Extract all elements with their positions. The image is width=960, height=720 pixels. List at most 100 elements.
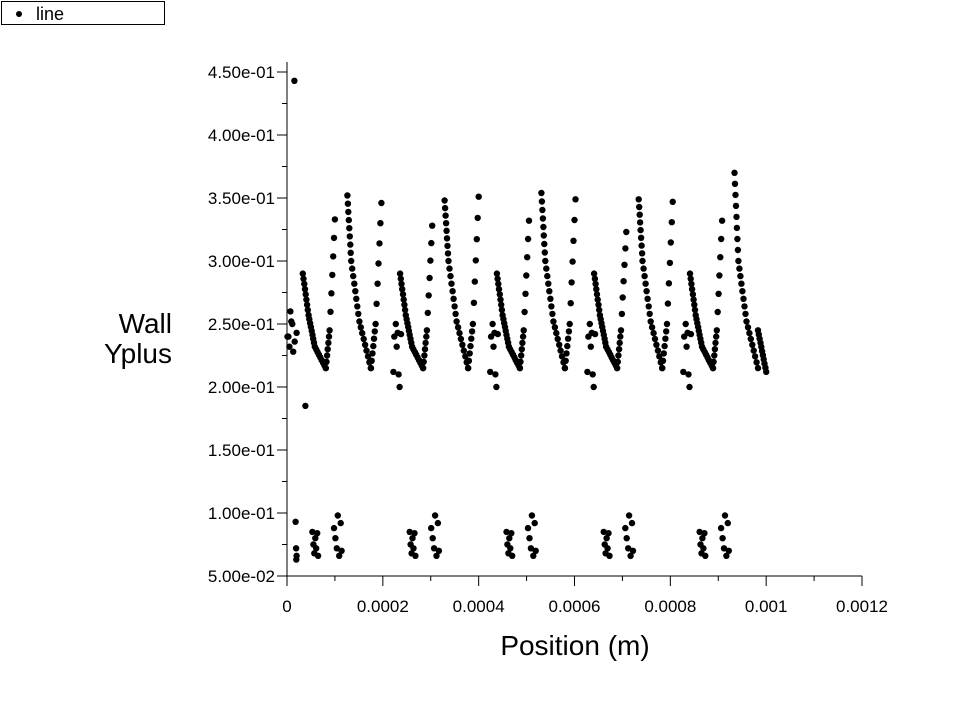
- data-point: [691, 306, 699, 314]
- data-point: [565, 328, 573, 335]
- data-point: [446, 265, 453, 272]
- data-point: [637, 234, 645, 241]
- data-point: [292, 545, 300, 552]
- data-point: [423, 333, 430, 340]
- data-point: [442, 212, 449, 219]
- data-point: [699, 535, 706, 542]
- data-point: [616, 339, 623, 347]
- data-point: [659, 357, 667, 364]
- data-point: [301, 286, 309, 293]
- data-point: [444, 250, 452, 257]
- data-point: [431, 512, 439, 519]
- data-point: [591, 330, 599, 338]
- y-tick-label: 4.50e-01: [208, 63, 275, 82]
- data-point: [742, 310, 749, 318]
- data-point: [702, 552, 709, 559]
- data-point: [399, 291, 407, 298]
- data-point: [635, 196, 642, 203]
- data-point: [731, 180, 739, 187]
- data-point: [636, 211, 643, 218]
- data-point: [564, 335, 572, 342]
- data-point: [538, 198, 546, 205]
- data-point: [547, 295, 554, 302]
- data-point: [638, 242, 645, 249]
- data-point: [593, 291, 601, 298]
- data-point: [663, 328, 670, 335]
- data-point: [734, 246, 742, 254]
- data-point: [453, 318, 460, 325]
- data-point: [497, 296, 504, 303]
- data-point: [293, 329, 300, 336]
- x-tick-label: 0.0002: [357, 597, 409, 616]
- data-point: [441, 197, 448, 204]
- x-tick-label: 0.0004: [453, 597, 505, 616]
- data-point: [304, 306, 311, 314]
- data-point: [518, 346, 525, 353]
- data-point: [669, 198, 676, 205]
- data-point: [516, 364, 524, 372]
- y-tick-label: 4.00e-01: [208, 126, 275, 145]
- data-point: [349, 265, 356, 272]
- data-point: [444, 242, 451, 250]
- data-point: [539, 215, 547, 222]
- data-point: [625, 545, 632, 552]
- data-point: [427, 257, 434, 264]
- data-point: [639, 257, 646, 265]
- data-point: [323, 352, 331, 359]
- data-point: [586, 320, 593, 328]
- data-point: [524, 524, 532, 532]
- data-point: [490, 343, 497, 350]
- data-point: [303, 301, 311, 308]
- data-point: [291, 338, 298, 345]
- data-point: [638, 250, 646, 257]
- data-point: [528, 512, 536, 519]
- data-point: [397, 275, 404, 282]
- data-point: [471, 278, 478, 285]
- data-point: [344, 192, 351, 199]
- data-point: [517, 358, 524, 365]
- data-point: [539, 206, 546, 214]
- data-point: [299, 270, 306, 277]
- data-point: [445, 257, 452, 265]
- data-point: [493, 270, 501, 277]
- data-point: [664, 300, 672, 307]
- data-point: [711, 346, 719, 353]
- data-point: [423, 327, 431, 334]
- data-point: [746, 329, 753, 337]
- data-point: [716, 272, 723, 279]
- data-point: [348, 257, 355, 265]
- data-point: [351, 280, 358, 287]
- data-point: [326, 327, 333, 334]
- data-point: [563, 350, 570, 357]
- x-axis-label: Position (m): [500, 630, 650, 661]
- data-point: [301, 280, 308, 288]
- data-point: [661, 342, 668, 350]
- data-point: [378, 199, 385, 207]
- data-point: [356, 318, 363, 325]
- data-point: [691, 301, 698, 308]
- data-point: [739, 288, 746, 295]
- data-point: [401, 301, 408, 308]
- data-point: [468, 335, 475, 342]
- y-tick-label: 5.00e-02: [208, 567, 275, 586]
- data-point: [623, 535, 630, 542]
- data-point: [538, 189, 545, 197]
- data-point: [518, 352, 525, 359]
- data-point: [604, 545, 611, 552]
- data-point: [473, 236, 480, 243]
- data-point: [465, 357, 473, 364]
- data-point: [487, 368, 494, 376]
- data-point: [468, 328, 476, 335]
- data-point: [450, 295, 457, 302]
- data-point: [636, 219, 644, 226]
- data-point: [489, 320, 496, 328]
- data-point: [329, 271, 336, 279]
- data-point: [720, 545, 728, 552]
- data-point: [454, 324, 462, 331]
- data-point: [621, 261, 628, 268]
- data-point: [590, 383, 597, 391]
- data-point: [617, 327, 625, 334]
- data-point: [395, 371, 402, 378]
- data-point: [428, 239, 435, 247]
- data-point: [370, 335, 378, 342]
